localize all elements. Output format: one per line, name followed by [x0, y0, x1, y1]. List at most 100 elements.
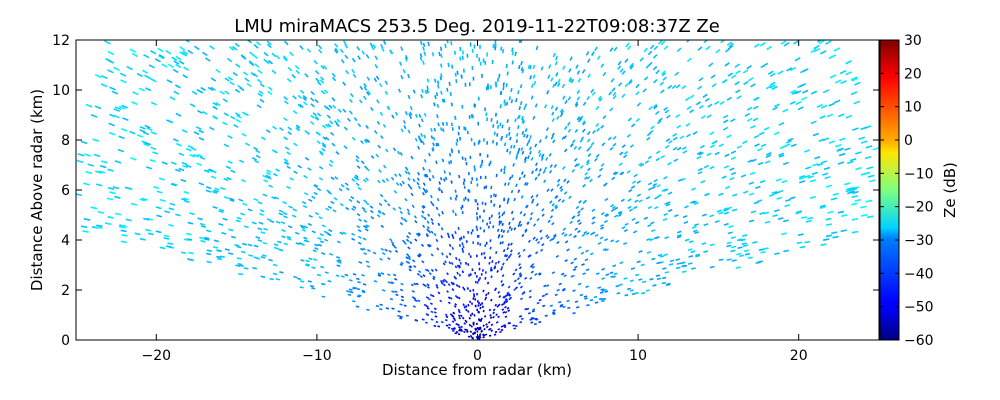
- radar-gate: [599, 167, 604, 172]
- radar-gate: [795, 90, 802, 95]
- radar-gate: [609, 146, 614, 151]
- radar-gate: [584, 176, 588, 180]
- radar-gate: [550, 208, 555, 213]
- radar-gate: [478, 96, 480, 101]
- radar-gate: [462, 235, 465, 239]
- radar-gate: [529, 135, 532, 139]
- radar-gate: [339, 231, 344, 235]
- radar-gate: [223, 143, 229, 148]
- radar-gate: [233, 124, 239, 129]
- radar-gate: [544, 104, 548, 109]
- radar-gate: [407, 171, 411, 176]
- radar-gate: [240, 54, 246, 59]
- radar-gate: [476, 275, 478, 278]
- radar-gate: [450, 102, 453, 107]
- radar-gate: [685, 133, 691, 138]
- radar-gate: [754, 96, 760, 101]
- radar-gate: [401, 239, 406, 243]
- radar-gate: [414, 299, 418, 303]
- radar-gate: [279, 127, 284, 132]
- radar-gate: [498, 73, 501, 78]
- radar-gate: [500, 228, 503, 233]
- radar-gate: [846, 160, 854, 165]
- radar-gate: [594, 46, 598, 52]
- radar-gate: [473, 294, 476, 298]
- radar-gate: [156, 190, 163, 194]
- radar-gate: [479, 44, 481, 49]
- radar-gate: [627, 205, 632, 210]
- radar-gate: [640, 263, 645, 267]
- radar-gate: [546, 235, 550, 240]
- radar-gate: [254, 63, 260, 68]
- radar-gate: [355, 277, 360, 281]
- radar-gate: [327, 191, 332, 195]
- radar-gate: [790, 89, 797, 94]
- radar-gate: [414, 238, 418, 242]
- radar-gate: [351, 207, 356, 212]
- radar-gate: [494, 46, 497, 51]
- radar-gate: [685, 96, 690, 102]
- radar-gate: [573, 257, 578, 261]
- radar-gate: [435, 142, 438, 147]
- radar-gate: [443, 98, 446, 103]
- radar-gate: [145, 87, 152, 92]
- radar-gate: [316, 140, 321, 145]
- radar-gate: [342, 81, 347, 86]
- radar-gate: [481, 159, 484, 164]
- radar-gate: [617, 65, 622, 70]
- radar-gate: [180, 251, 187, 255]
- radar-gate: [410, 155, 414, 160]
- radar-gate: [229, 198, 235, 203]
- radar-gate: [271, 69, 277, 75]
- radar-gate: [363, 209, 367, 213]
- radar-gate: [357, 235, 362, 239]
- radar-gate: [494, 112, 497, 117]
- radar-gate: [777, 70, 784, 75]
- radar-gate: [352, 272, 357, 276]
- radar-gate: [283, 117, 288, 122]
- radar-gate: [108, 122, 115, 127]
- radar-gate: [587, 73, 591, 79]
- radar-gate: [722, 79, 728, 84]
- radar-gate: [300, 243, 305, 247]
- radar-gate: [825, 217, 832, 221]
- radar-gate: [506, 306, 510, 310]
- radar-gate: [528, 254, 532, 258]
- radar-gate: [676, 230, 682, 234]
- radar-gate: [819, 115, 826, 119]
- radar-gate: [577, 146, 582, 151]
- radar-gate: [260, 275, 266, 278]
- radar-gate: [107, 168, 114, 172]
- radar-gate: [411, 204, 415, 209]
- radar-gate: [419, 275, 423, 278]
- radar-gate: [286, 235, 292, 239]
- radar-gate: [433, 324, 437, 327]
- radar-gate: [419, 40, 423, 46]
- radar-gate: [394, 249, 399, 253]
- radar-gate: [740, 174, 747, 178]
- radar-gate: [466, 53, 469, 58]
- radar-gate: [556, 288, 560, 292]
- radar-gate: [370, 155, 375, 159]
- radar-gate: [636, 260, 641, 264]
- y-axis-label: Distance Above radar (km): [28, 89, 46, 291]
- radar-gate: [466, 330, 469, 333]
- radar-gate: [480, 252, 483, 256]
- radar-gate: [530, 83, 534, 89]
- radar-gate: [695, 254, 700, 258]
- radar-gate: [484, 256, 487, 260]
- radar-gate: [345, 187, 350, 191]
- radar-gate: [631, 217, 636, 222]
- radar-gate: [455, 194, 458, 198]
- radar-gate: [494, 303, 498, 307]
- radar-gate: [728, 42, 734, 48]
- radar-gate: [318, 49, 323, 54]
- radar-gate: [549, 200, 553, 204]
- radar-gate: [543, 179, 547, 184]
- radar-gate: [510, 144, 513, 149]
- radar-gate: [734, 63, 741, 68]
- radar-gate: [360, 160, 365, 165]
- radar-gate: [474, 103, 476, 108]
- colorbar-tick-label: −20: [904, 200, 934, 216]
